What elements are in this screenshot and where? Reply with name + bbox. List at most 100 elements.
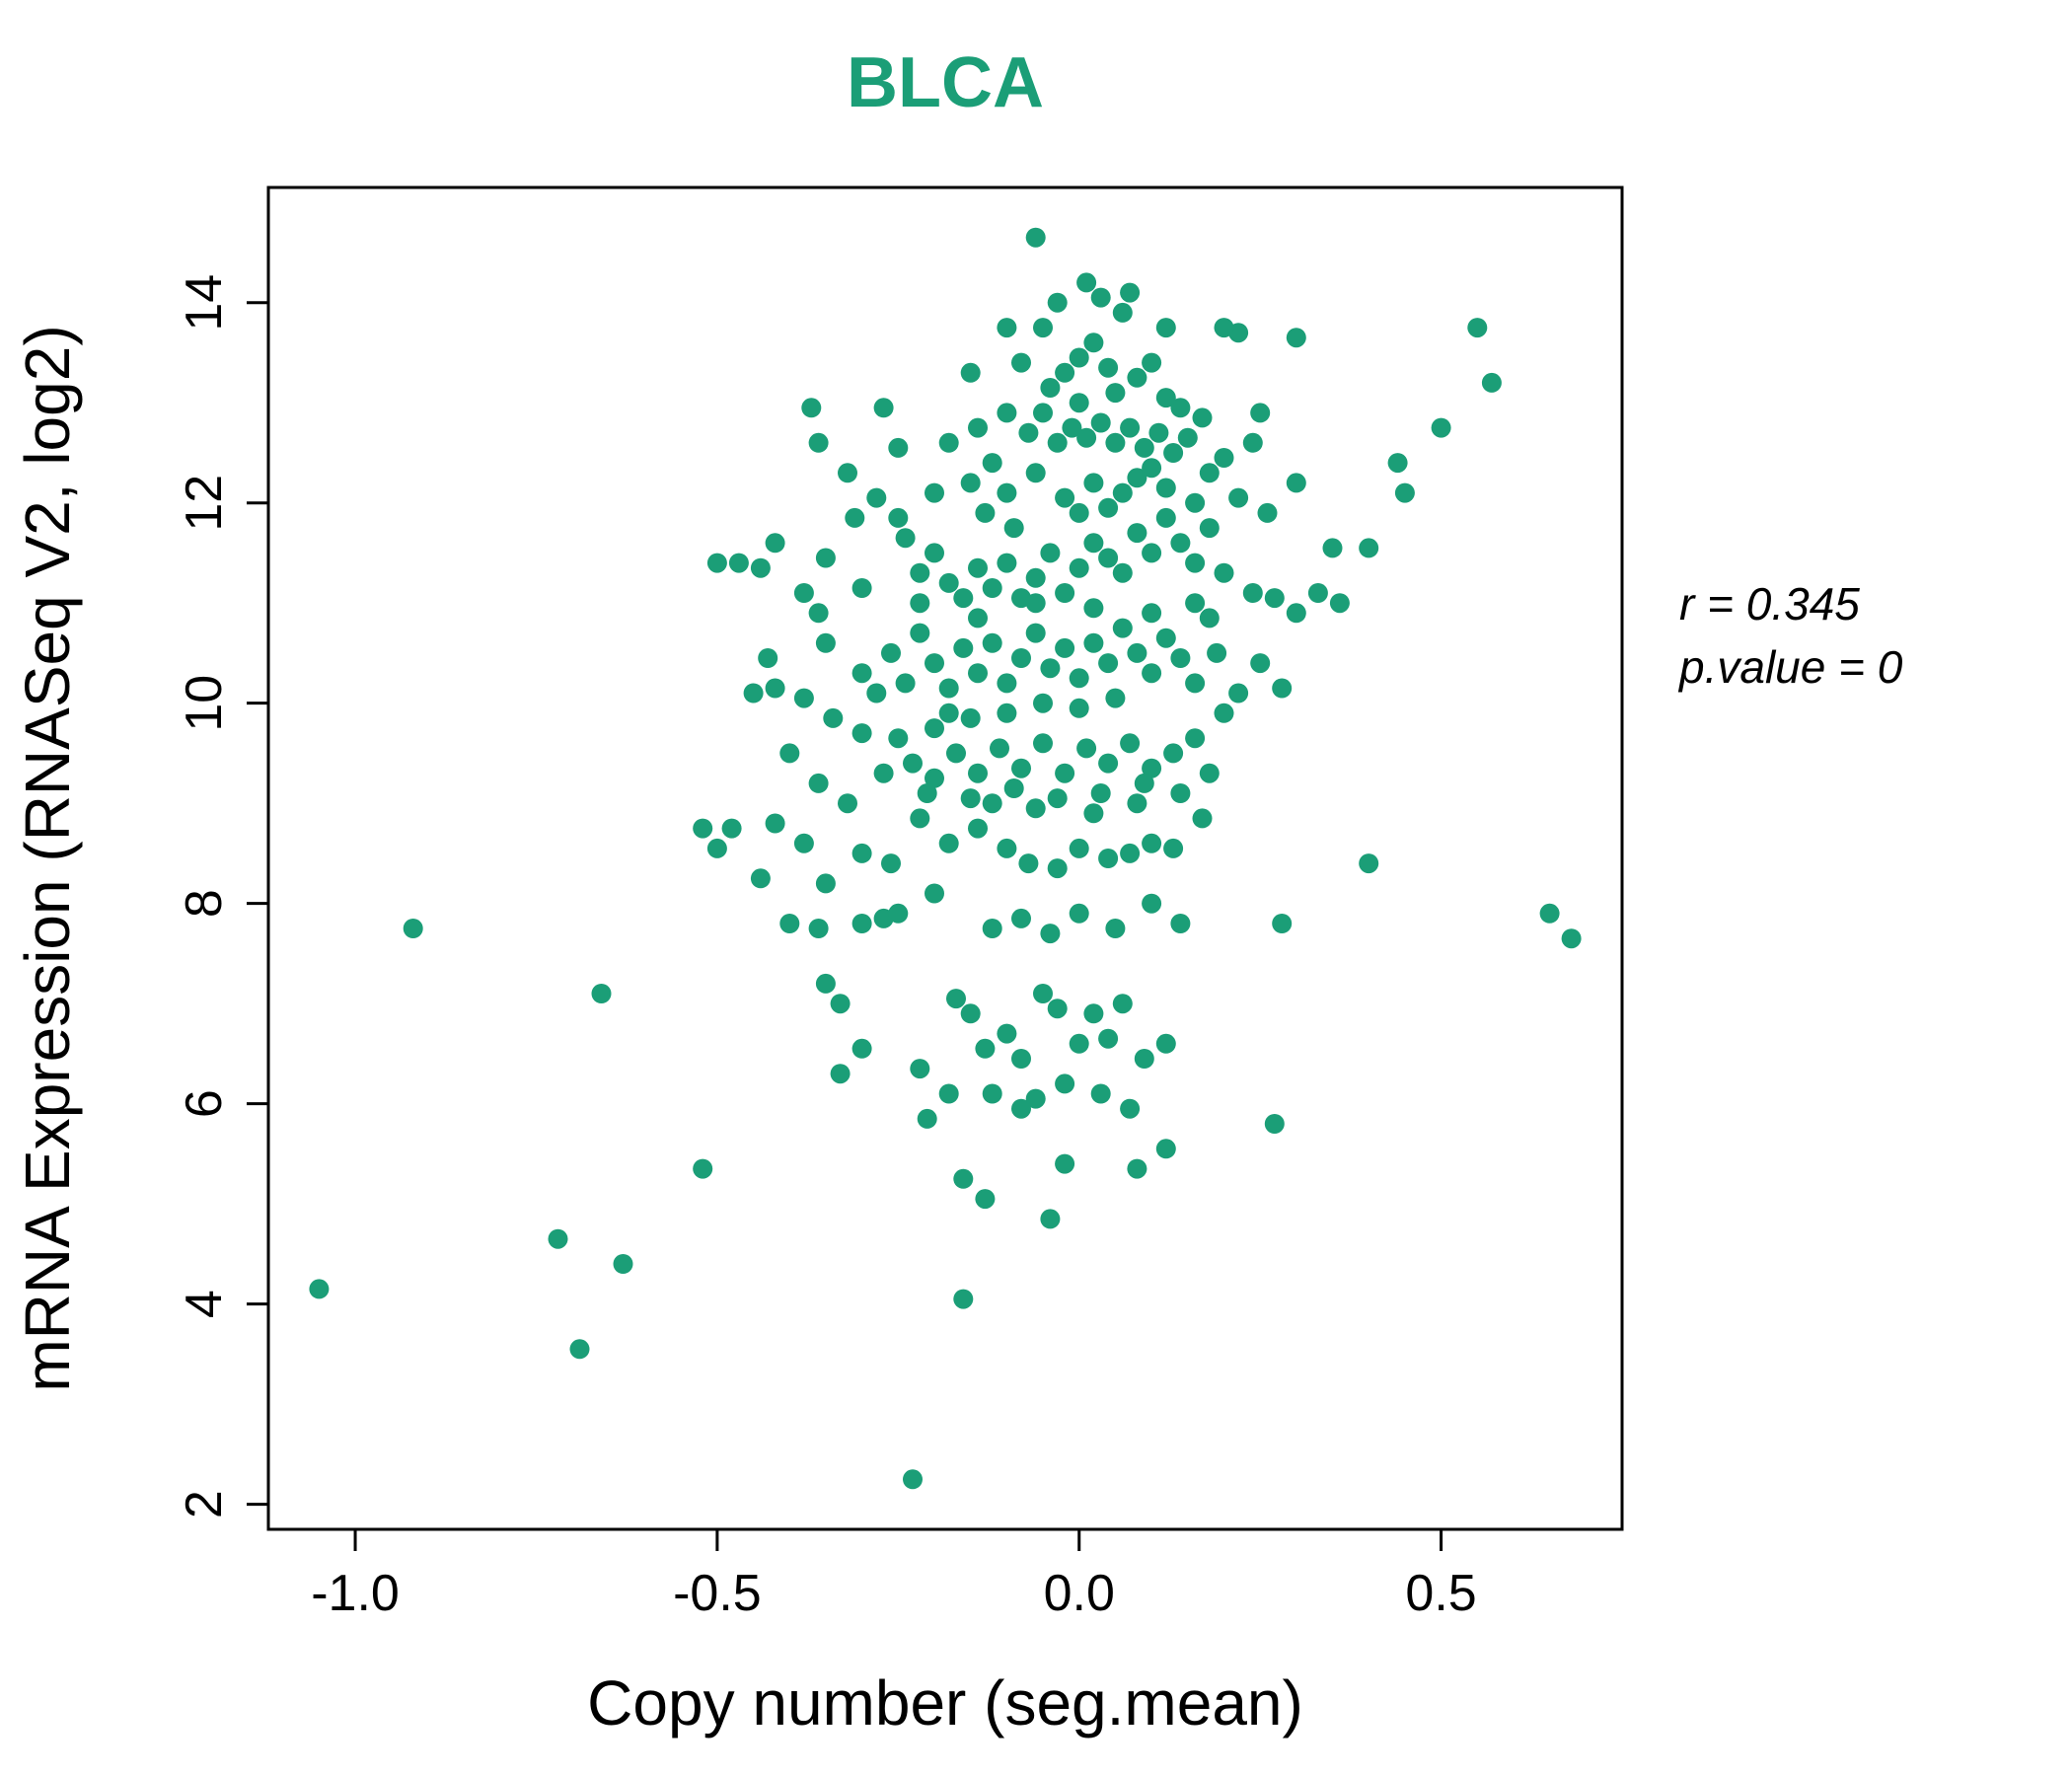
data-point [1047, 432, 1068, 453]
data-point [1155, 388, 1176, 408]
data-point [1142, 663, 1162, 684]
data-point [1033, 693, 1053, 713]
data-point [750, 868, 771, 889]
data-point [1155, 1139, 1176, 1159]
data-point [1033, 733, 1053, 754]
data-point [851, 723, 872, 744]
data-point [903, 1469, 923, 1490]
data-point [960, 788, 981, 809]
pvalue-annotation: p.value = 0 [1677, 641, 1903, 693]
data-point [743, 683, 764, 703]
data-point [1076, 272, 1097, 293]
data-point [960, 1003, 981, 1024]
data-point [1040, 543, 1061, 563]
data-point [1127, 793, 1147, 814]
data-point [1025, 798, 1046, 819]
data-point [1011, 1049, 1031, 1069]
data-point [851, 914, 872, 933]
data-point [1329, 593, 1350, 614]
data-point [1155, 507, 1176, 528]
data-point [1127, 523, 1147, 544]
data-point [1055, 637, 1075, 658]
data-point [1286, 328, 1306, 348]
data-point [1134, 1049, 1154, 1069]
data-point [1127, 642, 1147, 663]
data-point [1192, 808, 1213, 829]
data-point [938, 833, 959, 853]
data-point [1228, 487, 1249, 508]
data-point [910, 593, 930, 614]
data-point [1192, 407, 1213, 428]
data-point [968, 818, 988, 839]
data-point [1055, 1073, 1075, 1094]
data-point [1025, 1088, 1046, 1109]
data-point [982, 1083, 1002, 1104]
data-point [693, 1158, 713, 1179]
data-point [1083, 333, 1104, 353]
data-point [1142, 758, 1162, 778]
data-point [903, 753, 923, 774]
y-tick-label: 2 [176, 1490, 233, 1518]
data-point [830, 1064, 851, 1084]
data-point [1142, 352, 1162, 373]
data-point [910, 562, 930, 583]
data-point [960, 707, 981, 728]
data-point [1047, 858, 1068, 879]
data-point [1155, 628, 1176, 648]
data-point [1047, 292, 1068, 313]
data-point [1134, 437, 1154, 458]
data-point [881, 853, 901, 874]
data-point [1011, 648, 1031, 668]
data-point [1120, 733, 1141, 754]
data-point [1163, 838, 1184, 858]
data-point [1286, 473, 1306, 493]
data-point [779, 914, 800, 933]
data-point [1025, 567, 1046, 588]
data-point [851, 1038, 872, 1059]
data-point [1018, 422, 1039, 443]
data-point [1011, 1098, 1031, 1119]
data-point [851, 578, 872, 598]
data-point [1155, 318, 1176, 338]
data-point [1199, 608, 1220, 629]
data-point [925, 653, 944, 674]
data-point [1083, 598, 1104, 619]
data-point [910, 1059, 930, 1079]
data-point [1286, 603, 1306, 624]
x-tick-label: -1.0 [311, 1565, 400, 1622]
data-point [765, 813, 785, 834]
y-tick-label: 6 [176, 1089, 233, 1118]
data-point [815, 873, 836, 894]
data-point [1055, 362, 1075, 383]
data-point [1090, 412, 1111, 433]
data-point [873, 763, 894, 783]
data-point [925, 543, 944, 563]
data-point [1105, 688, 1126, 708]
data-point [750, 557, 771, 578]
data-point [968, 417, 988, 438]
data-point [1098, 497, 1119, 518]
data-point [1272, 678, 1293, 699]
data-point [968, 663, 988, 684]
data-point [1185, 553, 1206, 573]
data-point [1242, 432, 1263, 453]
data-point [968, 763, 988, 783]
data-point [997, 482, 1017, 503]
data-point [1033, 318, 1053, 338]
data-point [910, 808, 930, 829]
data-point [1170, 914, 1191, 933]
data-point [1170, 648, 1191, 668]
data-point [997, 703, 1017, 723]
data-point [1112, 994, 1133, 1014]
data-point [851, 663, 872, 684]
data-point [946, 989, 966, 1009]
data-point [1155, 478, 1176, 498]
data-point [1142, 458, 1162, 479]
plot-area: -1.0 -0.5 0.0 0.5 2 4 6 8 10 12 14 [176, 185, 1624, 1622]
data-point [888, 507, 909, 528]
data-point [895, 673, 916, 694]
correlation-annotation: r = 0.345 [1679, 578, 1860, 629]
data-point [888, 728, 909, 749]
data-point [793, 583, 814, 603]
